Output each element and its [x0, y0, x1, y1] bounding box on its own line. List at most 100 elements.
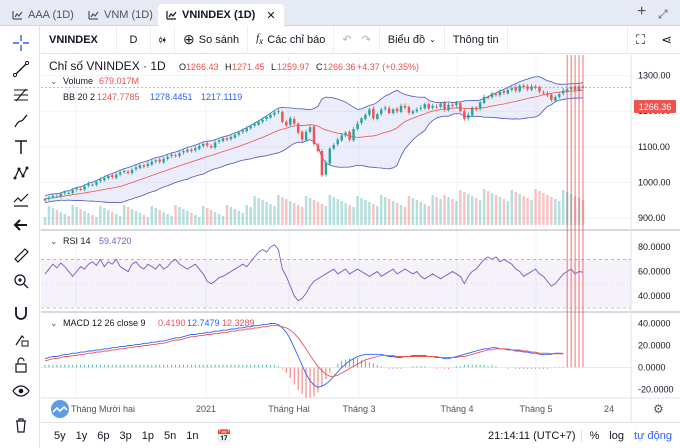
volume-bar [407, 196, 411, 225]
magnet-icon[interactable] [10, 302, 32, 324]
lock-icon[interactable] [10, 354, 32, 376]
text-icon[interactable] [10, 136, 32, 158]
volume-bar [482, 189, 486, 225]
candle-body [55, 196, 59, 198]
volume-bar [51, 208, 55, 225]
range-button-1n[interactable]: 1n [186, 429, 199, 442]
volume-bar [146, 217, 150, 225]
indicators-button[interactable]: fx Các chỉ báo [248, 25, 335, 54]
chart-svg[interactable]: Chỉ số VNINDEX · 1D O 1266.43 H 1271.45 … [41, 55, 680, 422]
candle-body [550, 94, 553, 100]
chart-area[interactable]: Chỉ số VNINDEX · 1D O 1266.43 H 1271.45 … [41, 55, 680, 422]
range-button-6p[interactable]: 6p [97, 429, 110, 442]
volume-bar [150, 206, 154, 225]
candle-body [99, 179, 102, 181]
macd-value: 12.7479 [187, 318, 220, 328]
clock-readout[interactable]: 21:14:11 (UTC+7) [488, 429, 576, 442]
ruler-icon[interactable] [10, 244, 32, 266]
tab-vnm[interactable]: VNM (1D) [80, 4, 161, 26]
signal-value: 12.3289 [222, 318, 255, 328]
candle-body [289, 118, 292, 125]
collapse-icon[interactable]: ⌄ [50, 76, 58, 86]
range-button-3p[interactable]: 3p [119, 429, 132, 442]
candle-body [79, 189, 82, 191]
undo-icon[interactable]: ↶ [342, 34, 352, 46]
collapse-icon[interactable]: ⌄ [50, 236, 58, 246]
candle-body [395, 108, 399, 112]
time-tick-label: 2021 [196, 404, 216, 414]
fullscreen-icon[interactable]: ⛶ [626, 25, 653, 54]
range-button-5y[interactable]: 5y [54, 429, 66, 442]
log-toggle[interactable]: log [609, 429, 625, 442]
candle-body [83, 186, 86, 190]
auto-toggle[interactable]: tự động [634, 429, 672, 442]
lock-drawing-icon[interactable] [10, 328, 32, 350]
candle-body [209, 146, 213, 148]
volume-bar [494, 195, 498, 225]
crosshair-icon[interactable] [10, 32, 32, 54]
candle-body [562, 90, 565, 94]
expand-icon[interactable]: ⤢ [658, 7, 668, 21]
volume-bar [225, 205, 229, 225]
collapse-icon[interactable]: ⌄ [50, 318, 58, 328]
add-tab-icon[interactable]: + [637, 3, 647, 20]
candle-body [490, 93, 494, 97]
candle-body [383, 107, 387, 109]
macd-pane [41, 55, 631, 398]
volume-bar [316, 202, 320, 225]
candle-body [43, 199, 47, 201]
volume-bar [245, 205, 248, 225]
candle-body [435, 106, 438, 108]
candle-body [182, 151, 185, 153]
share-icon[interactable]: ⋖ [661, 31, 672, 47]
symbol-search[interactable]: VNINDEX [41, 25, 117, 54]
macd-axis[interactable]: 40.0000 20.0000 0.0000 -20.0000 [638, 319, 674, 395]
volume-bar [558, 201, 561, 225]
chart-type-button[interactable]: Biểu đồ ⌄ [380, 25, 445, 54]
info-button[interactable]: Thông tin [445, 25, 508, 54]
range-button-5n[interactable]: 5n [164, 429, 177, 442]
macd-line [44, 323, 564, 388]
zoom-in-icon[interactable] [10, 270, 32, 292]
range-button-1y[interactable]: 1y [75, 429, 88, 442]
close-icon[interactable]: ✕ [266, 9, 276, 22]
rsi-axis[interactable]: 80.0000 60.0000 40.0000 [638, 242, 671, 301]
compare-button[interactable]: ⊕ So sánh [175, 25, 249, 54]
bb-mid-value: 1247.7785 [97, 92, 140, 102]
candle-body [150, 161, 154, 165]
chart-workspace: VNINDEX D ⊕ So sánh fx Các chỉ báo ↶ ↷ Biểu… [0, 25, 680, 448]
percent-toggle[interactable]: % [580, 429, 605, 442]
tab-vnindex[interactable]: VNINDEX (1D) ✕ [158, 4, 284, 26]
volume-bar [126, 207, 130, 225]
range-button-1p[interactable]: 1p [141, 429, 154, 442]
bb-upper-line [44, 76, 584, 196]
calendar-icon[interactable]: 📅 [216, 428, 232, 443]
fib-icon[interactable] [10, 84, 32, 106]
trend-line-icon[interactable] [10, 58, 32, 80]
candle-body [482, 97, 486, 104]
back-arrow-icon[interactable] [10, 214, 32, 236]
volume-bar [435, 197, 438, 225]
candles-icon[interactable] [151, 25, 175, 54]
brush-icon[interactable] [10, 110, 32, 132]
redo-icon[interactable]: ↷ [361, 34, 371, 46]
eye-icon[interactable] [10, 380, 32, 402]
volume-bar [281, 197, 284, 225]
interval-button[interactable]: D [117, 25, 151, 54]
time-axis[interactable]: Tháng Mười hai 2021 Tháng Hai Tháng 3 Tháng … [71, 404, 614, 414]
volume-bar [237, 211, 241, 225]
candle-body [463, 111, 466, 120]
candle-body [194, 148, 197, 151]
tab-aaa[interactable]: AAA (1D) [4, 4, 82, 26]
trash-icon[interactable] [10, 414, 32, 436]
candle-body [498, 91, 502, 96]
candle-body [304, 131, 308, 141]
volume-bar [221, 216, 225, 225]
tab-label: AAA (1D) [28, 9, 74, 21]
time-tick-label: Tháng 5 [519, 404, 552, 414]
volume-bar [530, 200, 533, 225]
prediction-icon[interactable] [10, 188, 32, 210]
settings-icon[interactable]: ⚙ [653, 402, 664, 416]
pattern-icon[interactable] [10, 162, 32, 184]
